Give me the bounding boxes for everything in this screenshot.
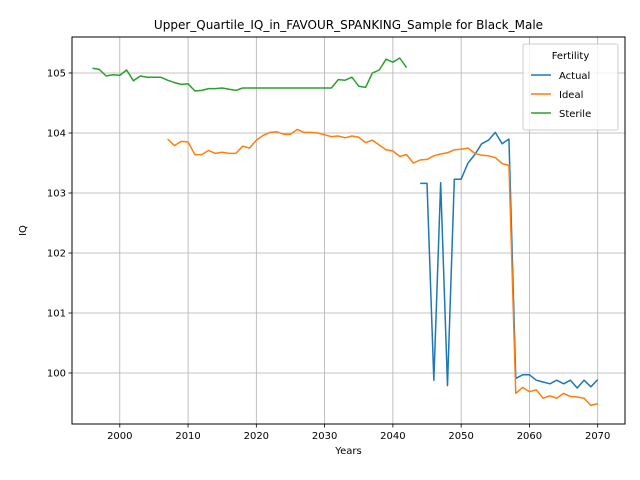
legend: Fertility Actual Ideal Sterile	[522, 43, 619, 131]
legend-label-ideal: Ideal	[559, 90, 583, 101]
x-tick-label: 2040	[380, 431, 405, 442]
x-axis-label: Years	[334, 446, 361, 457]
x-tick-label: 2010	[175, 431, 200, 442]
legend-label-sterile: Sterile	[559, 109, 591, 120]
x-tick-label: 2050	[448, 431, 473, 442]
x-tick-label: 2020	[244, 431, 269, 442]
x-tick-label: 2030	[312, 431, 337, 442]
series-line-ideal	[167, 128, 598, 407]
series-layer	[92, 57, 599, 407]
y-tick-label: 100	[47, 369, 66, 380]
y-tick-label: 105	[47, 69, 66, 80]
plot-frame	[71, 36, 626, 425]
legend-label-actual: Actual	[559, 71, 590, 82]
x-tick-label: 2000	[107, 431, 132, 442]
y-tick-label: 101	[47, 309, 66, 320]
y-axis: 100 101 102 103 104 105	[47, 69, 72, 380]
series-line-actual	[420, 131, 599, 389]
y-tick-label: 103	[47, 189, 66, 200]
x-axis: 2000 2010 2020 2030 2040 2050 2060 2070	[107, 424, 610, 442]
chart-title: Upper_Quartile_IQ_in_FAVOUR_SPANKING_Sam…	[154, 18, 543, 32]
legend-title: Fertility	[552, 51, 590, 62]
y-tick-label: 102	[47, 249, 66, 260]
y-tick-label: 104	[47, 129, 66, 140]
x-tick-label: 2060	[517, 431, 542, 442]
legend-box	[522, 43, 619, 131]
series-line-sterile	[92, 57, 408, 92]
y-axis-label: IQ	[18, 225, 29, 236]
x-tick-label: 2070	[585, 431, 610, 442]
